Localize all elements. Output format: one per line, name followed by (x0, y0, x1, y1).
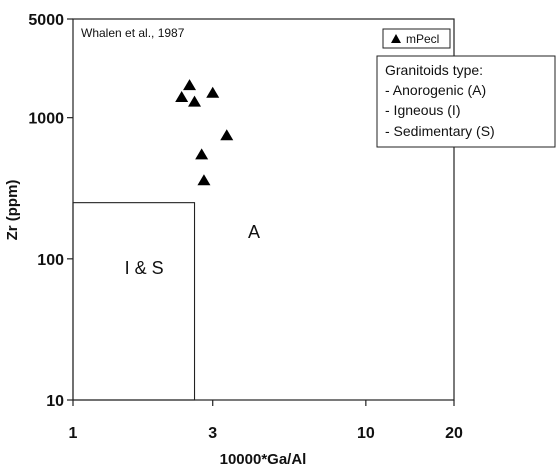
y-axis-title: Zr (ppm) (4, 180, 21, 241)
legend-label-mPecl: mPecl (406, 32, 439, 46)
data-point-mPecl (183, 79, 197, 91)
granitoids-type-box: Granitoids type: - Anorogenic (A) - Igne… (376, 55, 556, 148)
data-point-mPecl (197, 174, 211, 186)
x-tick-label: 1 (69, 425, 78, 442)
source-annotation: Whalen et al., 1987 (81, 26, 185, 40)
x-tick-label: 3 (208, 425, 217, 442)
legend-box (382, 28, 451, 49)
granitoids-title: Granitoids type: (385, 62, 483, 78)
legend-marker-mPecl (391, 34, 401, 43)
granitoids-box (376, 55, 556, 148)
data-point-mPecl (206, 86, 220, 98)
data-points (175, 79, 234, 186)
x-tick-label: 10 (357, 425, 375, 442)
field-label-i-s: I & S (125, 258, 164, 278)
classification-fields: I & S A (72, 202, 260, 401)
x-axis-title: 10000*Ga/Al (220, 451, 307, 468)
y-tick-label: 5000 (28, 12, 64, 29)
data-point-mPecl (195, 148, 209, 160)
granitoids-item-igneous: - Igneous (I) (385, 102, 460, 118)
data-point-mPecl (175, 91, 189, 103)
field-boundary-i-s (72, 202, 196, 401)
granitoids-item-sedimentary: - Sedimentary (S) (385, 123, 495, 139)
data-point-mPecl (188, 95, 202, 107)
x-tick-label: 20 (445, 425, 463, 442)
y-tick-label: 10 (46, 393, 64, 410)
x-axis-ticks: 1 3 10 20 (69, 400, 463, 442)
legend: mPecl (382, 28, 451, 49)
field-label-a: A (248, 222, 260, 242)
y-axis-ticks: 10 100 1000 5000 (28, 12, 73, 410)
y-tick-label: 1000 (28, 111, 64, 128)
granitoids-item-anorogenic: - Anorogenic (A) (385, 82, 486, 98)
data-point-mPecl (220, 129, 234, 141)
y-tick-label: 100 (37, 252, 64, 269)
